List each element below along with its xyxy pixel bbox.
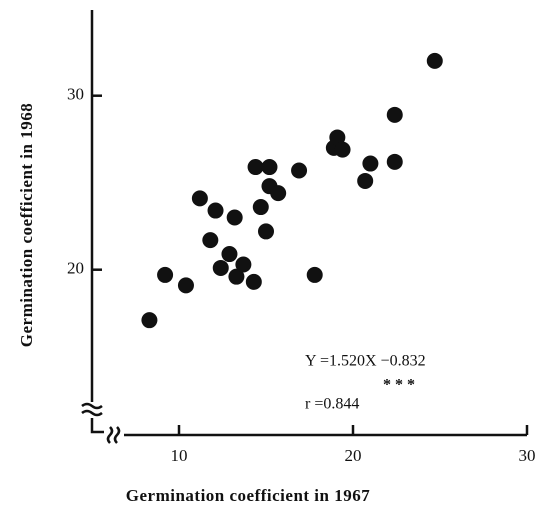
point	[191, 190, 208, 207]
point	[235, 256, 252, 273]
point	[386, 106, 403, 123]
x-tick-label: 10	[171, 446, 188, 465]
point	[245, 273, 262, 290]
point	[426, 52, 443, 69]
point	[141, 312, 158, 329]
point	[334, 141, 351, 158]
axes	[81, 10, 527, 444]
regression-equation: Y =1.520X −0.832	[305, 353, 426, 370]
point	[258, 223, 274, 240]
point	[221, 246, 238, 263]
point	[247, 159, 264, 176]
point	[362, 155, 379, 172]
point	[157, 266, 174, 283]
correlation: r =0.844	[305, 396, 359, 413]
point	[329, 129, 346, 146]
axis-corner	[90, 418, 104, 434]
point	[261, 159, 278, 176]
point	[207, 202, 224, 219]
y-axis-break	[81, 402, 103, 417]
point	[357, 172, 374, 189]
point	[270, 185, 287, 202]
y-tick-label: 30	[67, 85, 84, 104]
point	[228, 268, 245, 285]
point	[386, 153, 403, 170]
point	[306, 266, 323, 283]
point	[252, 199, 269, 216]
x-tick-label: 30	[519, 446, 536, 465]
x-axis-break	[106, 426, 121, 444]
x-axis-label: Germination coefficient in 1967	[126, 486, 371, 505]
point	[202, 232, 219, 249]
point	[291, 162, 308, 179]
point	[177, 277, 194, 294]
y-axis-label: Germination coefficient in 1968	[17, 103, 36, 348]
point	[226, 209, 243, 226]
x-tick-label: 20	[345, 446, 362, 465]
y-tick-label: 20	[67, 259, 84, 278]
point	[212, 259, 229, 276]
significance: * * *	[383, 377, 415, 394]
